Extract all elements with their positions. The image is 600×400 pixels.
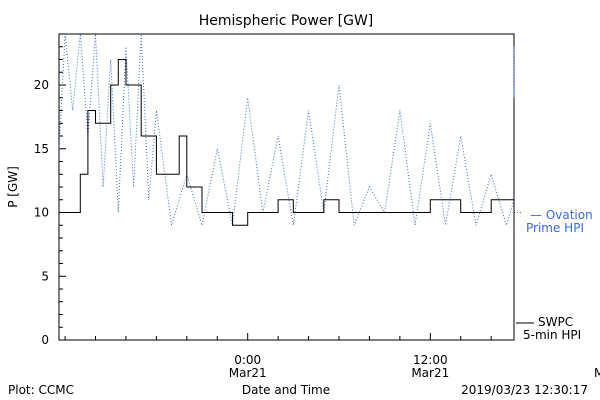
- x-tick-date-label: Mar21: [229, 366, 267, 380]
- x-tick-time-label: 0:00: [234, 353, 261, 367]
- plot-frame: [58, 33, 515, 341]
- x-tick-date-label: Mar22: [594, 366, 600, 380]
- y-tick-label: 5: [41, 269, 49, 283]
- chart-title: Hemispheric Power [GW]: [199, 13, 374, 29]
- legend-swpc: SWPC 5-min HPI: [516, 315, 581, 342]
- y-tick-label: 20: [34, 78, 49, 92]
- x-tick-time-label: 12:00: [413, 353, 448, 367]
- y-axis-label: P [GW]: [6, 166, 20, 208]
- swpc-series-line: [59, 59, 515, 226]
- legend-ovation: — Ovation Prime HPI: [526, 208, 593, 235]
- y-tick-label: 0: [41, 333, 49, 347]
- footer-timestamp: 2019/03/23 12:30:17: [461, 383, 588, 397]
- legend-ovation-label-1: — Ovation: [530, 208, 593, 222]
- x-tick-date-label: Mar21: [411, 366, 449, 380]
- ovation-series-line: [58, 33, 515, 228]
- y-tick-label: 10: [34, 206, 49, 220]
- footer-x-axis-label: Date and Time: [242, 383, 330, 397]
- plot-border: [58, 33, 515, 341]
- legend-ovation-label-2: Prime HPI: [526, 221, 584, 235]
- swpc-series: [59, 59, 515, 226]
- ovation-series: [58, 33, 522, 228]
- legend-swpc-label-1: SWPC: [538, 315, 573, 329]
- y-tick-label: 15: [34, 142, 49, 156]
- footer-plot-credit: Plot: CCMC: [8, 383, 74, 397]
- y-axis: 0 5 10 15 20: [34, 33, 66, 347]
- legend-swpc-label-2: 5-min HPI: [523, 328, 581, 342]
